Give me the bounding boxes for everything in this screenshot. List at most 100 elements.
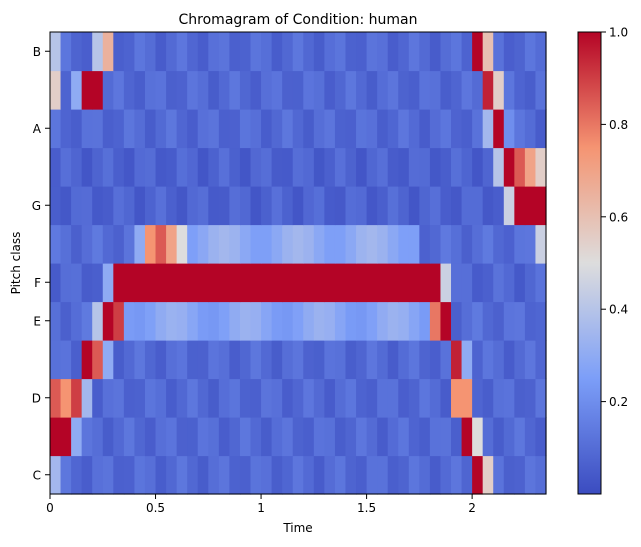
- heatmap-cell: [102, 70, 114, 110]
- heatmap-cell: [144, 109, 157, 149]
- heatmap-cell: [92, 32, 104, 72]
- heatmap-cell: [461, 147, 473, 187]
- heatmap-cell: [271, 70, 283, 110]
- heatmap-cell: [503, 147, 515, 187]
- heatmap-cell: [92, 301, 104, 341]
- heatmap-cell: [303, 455, 315, 495]
- heatmap-cell: [113, 378, 125, 418]
- heatmap-cell: [482, 340, 494, 380]
- heatmap-cell: [408, 378, 420, 418]
- heatmap-cell: [482, 109, 494, 149]
- heatmap-cell: [208, 70, 220, 110]
- heatmap-cell: [334, 340, 347, 380]
- heatmap-cell: [429, 109, 442, 149]
- heatmap-cell: [239, 224, 252, 264]
- heatmap-cell: [482, 417, 494, 457]
- heatmap-cell: [187, 378, 199, 418]
- heatmap-cell: [197, 455, 209, 495]
- heatmap-cell: [535, 147, 547, 187]
- heatmap-cell: [356, 109, 368, 149]
- x-tick-label: 1.5: [357, 501, 376, 515]
- heatmap-cell: [229, 455, 241, 495]
- heatmap-cell: [81, 340, 93, 380]
- heatmap-cell: [535, 301, 547, 341]
- heatmap-cell: [261, 147, 273, 187]
- heatmap-cell: [81, 301, 93, 341]
- heatmap-cell: [218, 263, 230, 303]
- heatmap-cell: [493, 340, 505, 380]
- heatmap-cell: [451, 417, 463, 457]
- heatmap-cell: [229, 417, 241, 457]
- y-tick-label: C: [33, 468, 41, 482]
- heatmap-cell: [398, 186, 410, 226]
- heatmap-cell: [123, 340, 136, 380]
- heatmap-cell: [377, 186, 389, 226]
- heatmap-cell: [524, 340, 537, 380]
- colorbar-ticks: 0.2 0.4 0.6 0.8 1.0: [601, 26, 628, 409]
- heatmap-cell: [60, 147, 72, 187]
- heatmap-cell: [292, 32, 304, 72]
- heatmap-cell: [493, 263, 505, 303]
- heatmap-cell: [134, 340, 146, 380]
- heatmap-cell: [144, 32, 157, 72]
- heatmap-cell: [92, 263, 104, 303]
- heatmap-cell: [123, 263, 136, 303]
- heatmap-cell: [155, 263, 167, 303]
- heatmap-cell: [440, 70, 452, 110]
- heatmap-cell: [282, 224, 294, 264]
- heatmap-cell: [472, 378, 484, 418]
- heatmap-cell: [123, 417, 136, 457]
- heatmap-cell: [408, 455, 420, 495]
- heatmap-cell: [102, 224, 114, 264]
- heatmap-cell: [482, 301, 494, 341]
- heatmap-cell: [261, 263, 273, 303]
- heatmap-cell: [134, 70, 146, 110]
- colorbar-tick-label: 0.8: [609, 118, 628, 132]
- heatmap-cell: [282, 301, 294, 341]
- heatmap-cell: [144, 224, 157, 264]
- heatmap-cell: [271, 263, 283, 303]
- heatmap-cell: [440, 263, 452, 303]
- heatmap-cell: [472, 147, 484, 187]
- heatmap-cell: [429, 186, 442, 226]
- heatmap-cell: [50, 263, 62, 303]
- heatmap-cell: [419, 224, 431, 264]
- heatmap-cell: [218, 70, 230, 110]
- heatmap-cell: [419, 301, 431, 341]
- heatmap-cell: [461, 417, 473, 457]
- heatmap-cell: [155, 109, 167, 149]
- heatmap-cell: [166, 186, 178, 226]
- heatmap-cell: [493, 70, 505, 110]
- heatmap-cell: [324, 263, 336, 303]
- heatmap-cell: [461, 109, 473, 149]
- heatmap-cell: [514, 301, 526, 341]
- heatmap-cell: [218, 378, 230, 418]
- y-axis-label: Pitch class: [9, 232, 23, 295]
- colorbar: [577, 31, 602, 495]
- heatmap-cell: [535, 109, 547, 149]
- heatmap-cell: [229, 224, 241, 264]
- heatmap-cell: [303, 417, 315, 457]
- heatmap-cell: [176, 147, 188, 187]
- heatmap-cell: [92, 70, 104, 110]
- heatmap-cell: [408, 301, 420, 341]
- chart-title: Chromagram of Condition: human: [179, 12, 418, 28]
- y-tick-label: A: [33, 122, 42, 136]
- heatmap-cell: [155, 455, 167, 495]
- x-tick-label: 2: [468, 501, 476, 515]
- heatmap-cell: [472, 417, 484, 457]
- heatmap-cell: [250, 224, 262, 264]
- heatmap-cell: [440, 224, 452, 264]
- heatmap-cell: [134, 378, 146, 418]
- heatmap-cell: [356, 186, 368, 226]
- heatmap-cell: [366, 186, 378, 226]
- heatmap-cell: [155, 186, 167, 226]
- heatmap-cell: [208, 147, 220, 187]
- heatmap-cell: [387, 378, 399, 418]
- heatmap-cell: [250, 109, 262, 149]
- heatmap-cell: [229, 263, 241, 303]
- heatmap-cell: [261, 378, 273, 418]
- heatmap-cell: [440, 301, 452, 341]
- heatmap-cell: [408, 340, 420, 380]
- heatmap-cell: [239, 340, 252, 380]
